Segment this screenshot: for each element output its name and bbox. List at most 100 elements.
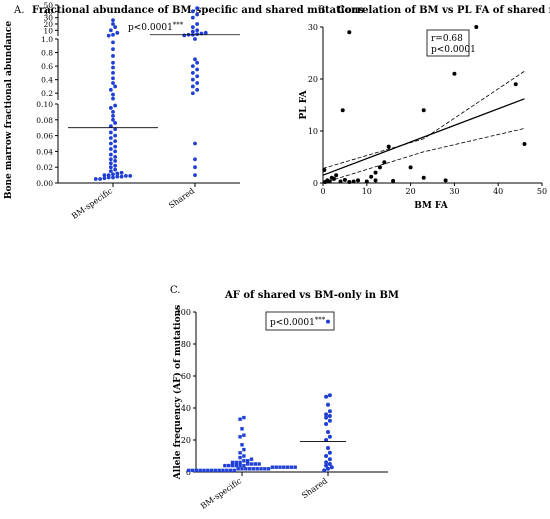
panel-b-stat-p: p<0.0001 (431, 45, 476, 55)
panel-a-point (111, 60, 115, 65)
panel-c-point (228, 468, 233, 473)
panel-c-point (213, 468, 218, 473)
panel-c-x-tick-label: BM-specific (199, 476, 244, 511)
panel-a-x-tick-label: BM-specific (70, 186, 115, 221)
panel-c-point (234, 463, 238, 468)
panel-a-point (115, 174, 120, 179)
panel-b-point (452, 71, 457, 76)
panel-c-point (289, 465, 294, 469)
panel-b-point (391, 178, 396, 183)
panel-b-point (382, 160, 387, 165)
panel-c-point (223, 463, 227, 468)
panel-a-point (111, 81, 115, 85)
panel-a-point (108, 136, 113, 140)
panel-b-point (364, 179, 369, 184)
panel-a: A. Fractional abundance of BM-specific a… (4, 1, 364, 221)
panel-c-point (285, 465, 290, 469)
panel-c-point (227, 463, 231, 468)
panel-c-point (293, 465, 297, 469)
panel-c-point (246, 462, 250, 466)
panel-b-point (373, 178, 378, 183)
panel-c-point (238, 451, 242, 455)
panel-a-point (108, 87, 113, 92)
panel-a-point (190, 84, 195, 89)
panel-c-point (324, 463, 329, 468)
panel-b-point (334, 173, 339, 178)
panel-a-point (193, 173, 197, 178)
panel-c-point (232, 468, 237, 473)
panel-a-point (113, 121, 118, 125)
panel-a-letter: A. (13, 5, 24, 16)
panel-c-point (327, 450, 332, 455)
panel-a-point (182, 33, 187, 38)
panel-c-point (238, 435, 242, 439)
panel-a-point (195, 22, 200, 26)
panel-b-ylabel: PL FA (299, 89, 309, 119)
panel-a-y-tick-label: 0.10 (36, 100, 53, 109)
panel-a-point (106, 33, 111, 38)
panel-b-regression-line (322, 98, 525, 176)
panel-a-point (128, 173, 133, 178)
panel-b-stat-r: r=0.68 (431, 34, 463, 44)
panel-a-point (111, 18, 115, 23)
panel-b-point (373, 170, 378, 175)
panel-c-y-tick-label: 60 (181, 372, 191, 381)
panel-c-point (249, 457, 254, 461)
panel-a-point (190, 70, 195, 75)
panel-c-point (190, 468, 195, 473)
panel-c-point (326, 446, 330, 450)
panel-c-y-tick-label: 40 (181, 404, 191, 413)
panel-c-point (327, 409, 332, 414)
panel-c-point (327, 434, 332, 439)
panel-c-point (238, 463, 242, 468)
panel-c-point (274, 465, 278, 469)
panel-c-y-tick-label: 20 (181, 436, 191, 445)
panel-b-y-tick-label: 20 (308, 75, 318, 84)
panel-b-point (474, 25, 479, 29)
panel-a-point (195, 12, 200, 17)
panel-b-point (421, 175, 426, 180)
panel-a-y-tick-label: 30 (43, 14, 53, 23)
panel-a-point (195, 32, 200, 37)
panel-a-point (113, 133, 118, 138)
panel-c-point (266, 467, 271, 471)
panel-a-point (111, 113, 115, 118)
panel-b-x-tick-label: 20 (406, 187, 416, 196)
panel-a-point (108, 152, 113, 157)
panel-c-point (326, 402, 330, 407)
panel-c-point (324, 412, 329, 417)
panel-a-y-tick-label: 0.06 (36, 132, 53, 141)
panel-c-title: AF of shared vs BM-only in BM (224, 290, 399, 301)
panel-a-point (111, 76, 115, 81)
panel-a-point (108, 169, 113, 174)
panel-a-point (195, 6, 200, 11)
panel-b-x-tick-label: 30 (449, 187, 459, 196)
panel-a-y-tick-label: 1.0 (41, 35, 53, 44)
panel-b-y-tick-label: 30 (308, 23, 318, 32)
panel-c-point (326, 319, 330, 324)
panel-c-point (242, 454, 246, 458)
panel-a-point (195, 87, 200, 92)
panel-c-point (230, 463, 235, 468)
panel-c-marks (187, 319, 346, 473)
panel-a-y-tick-label: 40 (43, 7, 53, 16)
panel-a-point (102, 173, 107, 178)
panel-b-marks (322, 25, 527, 184)
panel-a-y-tick-label: 0.02 (36, 163, 53, 172)
panel-c-point (249, 462, 254, 466)
panel-c-point (225, 468, 229, 473)
panel-a-x-tick-label: Shared (167, 186, 196, 210)
panel-a-point (203, 30, 208, 35)
panel-a-point (111, 47, 115, 52)
panel-b-point (347, 30, 352, 35)
panel-c-pvalue: p<0.0001*** (270, 316, 326, 328)
panel-c-point (238, 417, 242, 421)
panel-c-point (327, 414, 332, 418)
panel-a-point (193, 37, 197, 41)
panel-a-point (111, 65, 115, 70)
panel-a-point (193, 57, 197, 62)
panel-c-point (251, 467, 256, 471)
panel-b-x-tick-label: 40 (493, 187, 503, 196)
